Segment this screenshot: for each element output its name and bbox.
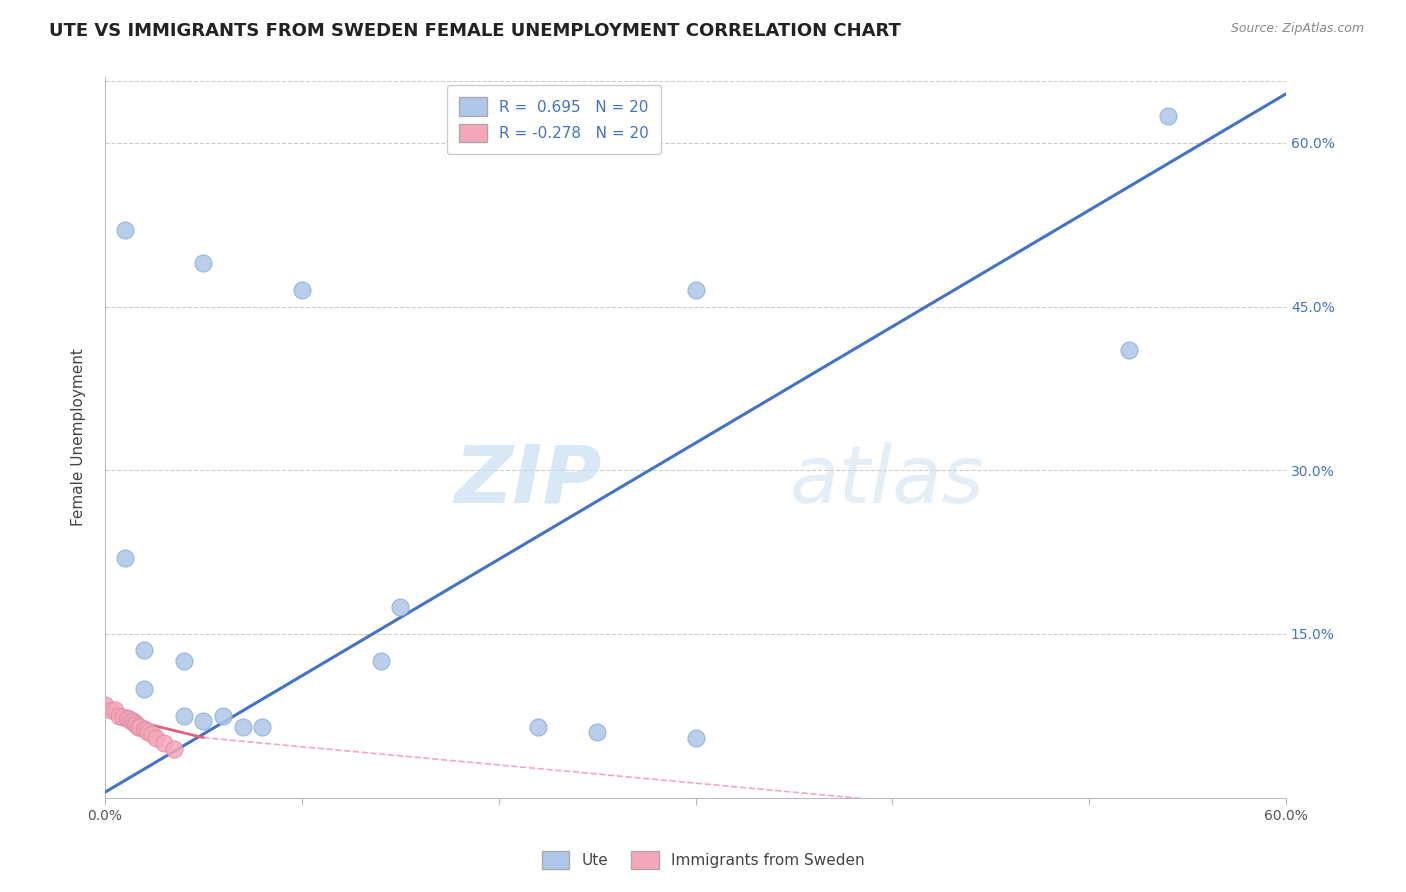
Point <box>212 708 235 723</box>
Point <box>136 725 159 739</box>
Point <box>120 714 142 729</box>
Point <box>135 723 157 737</box>
Point <box>134 722 156 736</box>
Point <box>252 720 274 734</box>
Point <box>100 703 122 717</box>
Point <box>389 599 412 614</box>
Point <box>94 698 117 712</box>
Point <box>114 223 136 237</box>
Point <box>291 283 314 297</box>
Point <box>127 720 149 734</box>
Point <box>145 731 167 745</box>
Text: ZIP: ZIP <box>454 442 600 520</box>
Point <box>173 654 195 668</box>
Point <box>111 710 134 724</box>
Point <box>586 725 609 739</box>
Point <box>134 681 156 696</box>
Point <box>685 283 707 297</box>
Point <box>153 736 176 750</box>
Y-axis label: Female Unemployment: Female Unemployment <box>72 349 86 526</box>
Point <box>114 550 136 565</box>
Point <box>1118 343 1140 358</box>
Point <box>232 720 254 734</box>
Point <box>173 708 195 723</box>
Point <box>125 717 148 731</box>
Point <box>141 727 163 741</box>
Point <box>193 714 215 729</box>
Point <box>685 731 707 745</box>
Point <box>115 711 138 725</box>
Point <box>121 714 143 729</box>
Text: UTE VS IMMIGRANTS FROM SWEDEN FEMALE UNEMPLOYMENT CORRELATION CHART: UTE VS IMMIGRANTS FROM SWEDEN FEMALE UNE… <box>49 22 901 40</box>
Point <box>527 720 550 734</box>
Point <box>124 716 146 731</box>
Point <box>107 708 129 723</box>
Point <box>104 703 127 717</box>
Point <box>117 712 139 726</box>
Point <box>134 643 156 657</box>
Point <box>370 654 392 668</box>
Point <box>129 720 152 734</box>
Point <box>193 256 215 270</box>
Point <box>163 741 186 756</box>
Legend: R =  0.695   N = 20, R = -0.278   N = 20: R = 0.695 N = 20, R = -0.278 N = 20 <box>447 85 661 154</box>
Text: Source: ZipAtlas.com: Source: ZipAtlas.com <box>1230 22 1364 36</box>
Text: atlas: atlas <box>790 442 984 520</box>
Point <box>1157 109 1180 123</box>
Legend: Ute, Immigrants from Sweden: Ute, Immigrants from Sweden <box>536 845 870 875</box>
